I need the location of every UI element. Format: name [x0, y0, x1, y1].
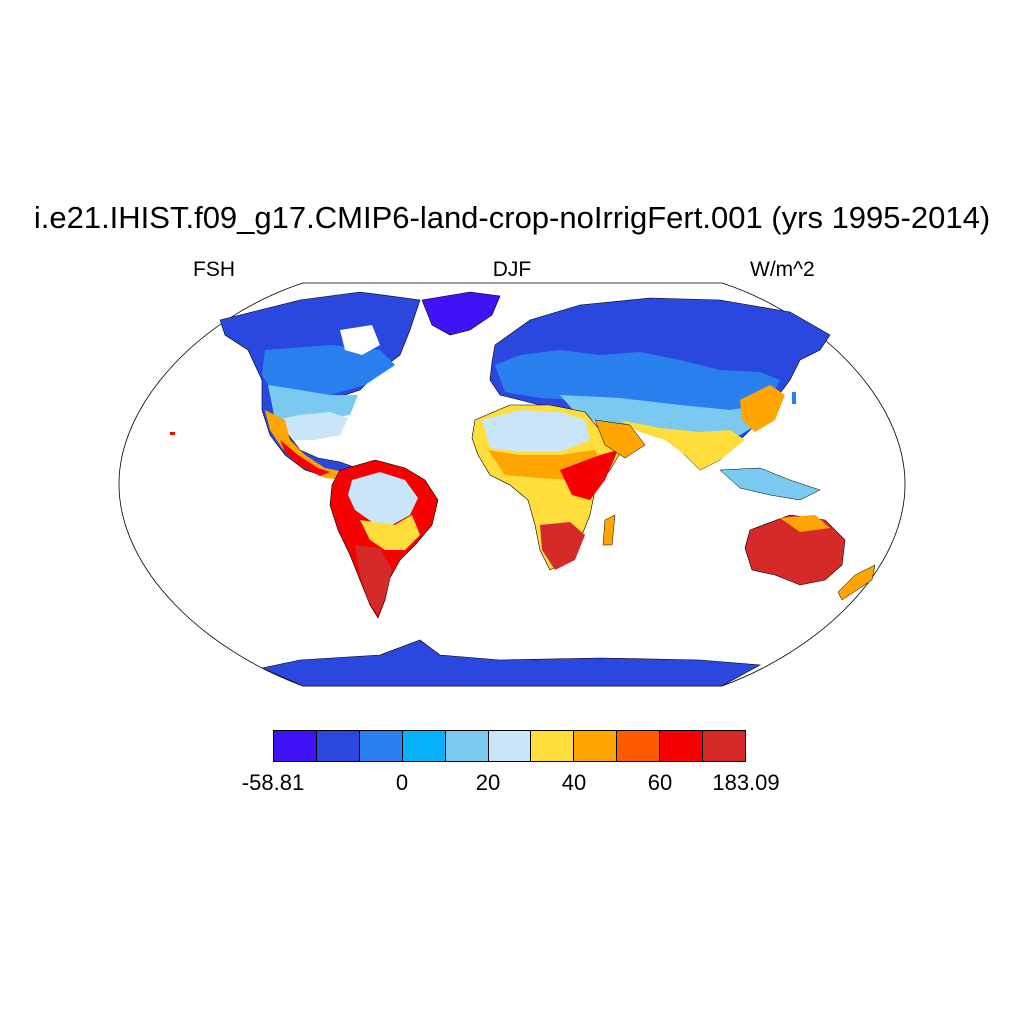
colorbar-tick-60: 60: [647, 770, 673, 795]
land-mexico: [265, 410, 345, 480]
colorbar-box-6: [531, 731, 575, 761]
colorbar-box-2: [359, 731, 403, 761]
colorbar-box-7: [574, 731, 618, 761]
land-indonesia: [719, 467, 821, 501]
colorbar-tick-40: 40: [561, 770, 587, 795]
land-mexico-red: [280, 440, 330, 476]
variable-label: FSH: [193, 258, 235, 281]
colorbar-box-3: [402, 731, 446, 761]
colorbar-box-4: [445, 731, 489, 761]
land-new-zealand: [837, 564, 876, 601]
colorbar: [273, 730, 746, 762]
land-east-asia: [740, 385, 785, 432]
land-australia-north: [780, 515, 830, 532]
land-japan: [792, 392, 796, 404]
land-hawaii: [170, 432, 175, 435]
colorbar-box-1: [316, 731, 360, 761]
colorbar-box-8: [617, 731, 661, 761]
land-southern-africa: [540, 522, 585, 570]
land-greenland: [421, 291, 501, 336]
plot-title: i.e21.IHIST.f09_g17.CMIP6-land-crop-noIr…: [33, 200, 991, 235]
colorbar-label-min: -58.81: [241, 770, 305, 795]
units-label: W/m^2: [750, 258, 815, 281]
land-amazon-yellow: [360, 515, 420, 550]
land-south-asia: [620, 420, 745, 470]
land-east-africa: [560, 450, 618, 500]
land-north-america-north: [262, 345, 395, 400]
land-central-asia: [560, 395, 765, 440]
colorbar-box-5: [488, 731, 532, 761]
colorbar-tick-20: 20: [475, 770, 501, 795]
colorbar-box-10: [703, 731, 745, 761]
land-madagascar: [602, 514, 616, 546]
land-antarctica: [261, 639, 762, 687]
colorbar-box-0: [274, 731, 317, 761]
colorbar-label-max: 183.09: [712, 770, 780, 795]
land-amazon: [348, 472, 418, 525]
colorbar-tick-0: 0: [395, 770, 409, 795]
land-hudson-bay: [340, 325, 380, 355]
land-sahara: [482, 410, 590, 452]
land-north-america-south: [275, 412, 348, 440]
land-patagonia: [355, 545, 392, 615]
colorbar-box-9: [660, 731, 704, 761]
land-arabia: [594, 419, 646, 459]
season-label: DJF: [492, 258, 532, 281]
